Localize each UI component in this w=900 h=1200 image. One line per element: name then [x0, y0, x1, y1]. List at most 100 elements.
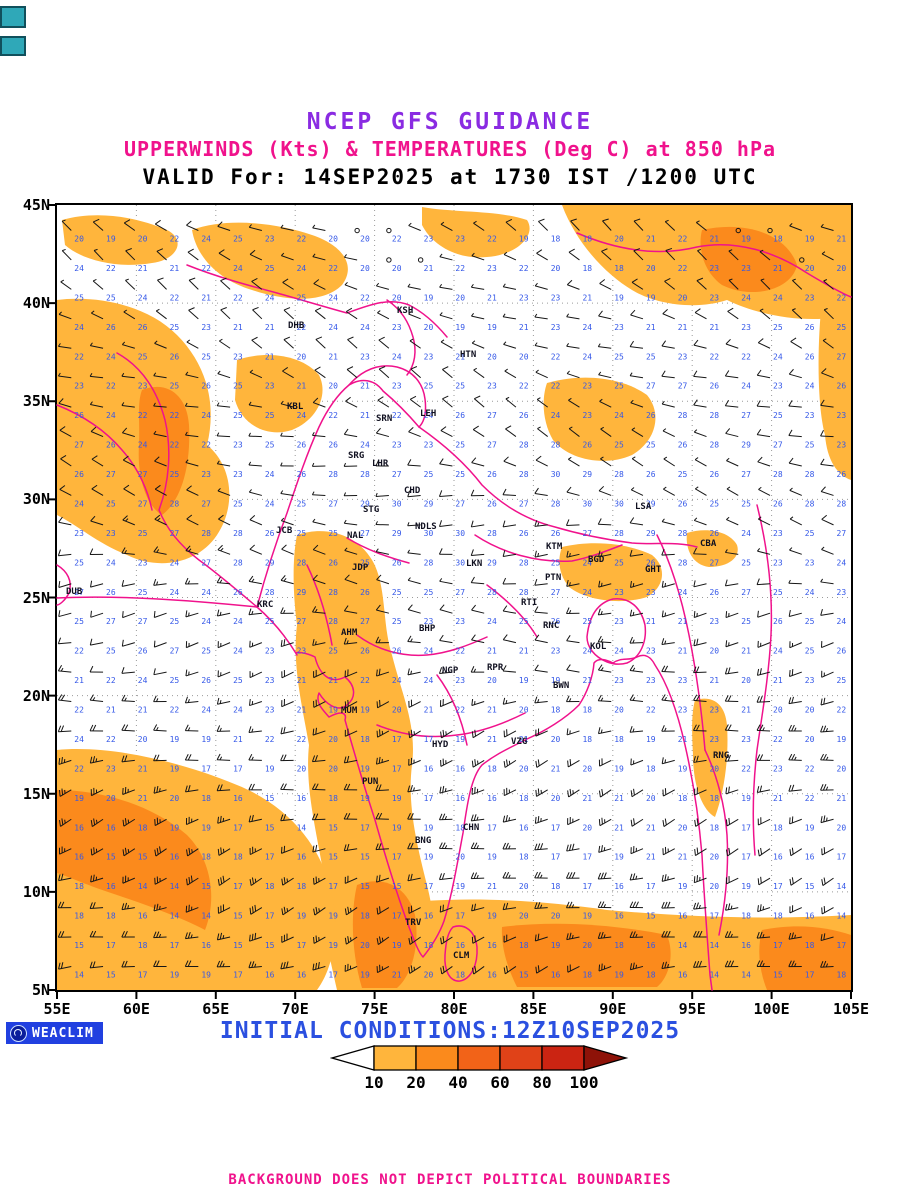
wind-barb: 25: [121, 579, 148, 597]
svg-text:25: 25: [455, 470, 465, 479]
svg-text:14: 14: [297, 823, 307, 832]
svg-text:26: 26: [709, 529, 719, 538]
svg-text:17: 17: [106, 941, 116, 950]
wind-barb: 24: [407, 668, 433, 685]
svg-text:22: 22: [678, 235, 688, 244]
wind-barb: 18: [185, 785, 211, 803]
wind-barb: 28: [502, 577, 529, 597]
initial-conditions: INITIAL CONDITIONS:12Z10SEP2025: [219, 1018, 681, 1044]
wind-barb: 17: [153, 931, 179, 950]
wind-barb: 16: [90, 818, 116, 832]
wind-barb: 20: [633, 248, 656, 273]
svg-text:21: 21: [74, 676, 84, 685]
wind-barb: 24: [184, 696, 211, 715]
wind-barb: 23: [788, 400, 815, 420]
svg-text:29: 29: [392, 529, 402, 538]
svg-text:17: 17: [138, 970, 148, 979]
svg-text:26: 26: [201, 676, 211, 685]
svg-text:21: 21: [519, 647, 529, 656]
wind-barb: 27: [153, 640, 179, 656]
svg-text:20: 20: [170, 794, 180, 803]
svg-text:21: 21: [297, 706, 307, 715]
wind-barb: 21: [759, 249, 783, 273]
wind-barb: 20: [61, 219, 84, 244]
wind-barb: 21: [693, 666, 719, 685]
svg-text:17: 17: [773, 882, 783, 891]
wind-barb: 27: [439, 578, 465, 597]
wind-barb: 18: [217, 847, 243, 862]
svg-text:25: 25: [138, 352, 148, 361]
svg-text:28: 28: [614, 470, 624, 479]
svg-text:16: 16: [487, 970, 497, 979]
svg-text:20: 20: [614, 706, 624, 715]
svg-text:18: 18: [519, 853, 529, 862]
svg-text:26: 26: [646, 411, 656, 420]
wind-barb: 18: [281, 877, 306, 891]
svg-text:21: 21: [265, 323, 275, 332]
svg-text:24: 24: [138, 676, 148, 685]
wind-barb: 20: [535, 728, 561, 744]
wind-speed-shading-20: [57, 226, 851, 990]
wind-barb: 22: [503, 251, 529, 273]
wind-barb: 20: [470, 666, 497, 685]
svg-text:24: 24: [773, 352, 783, 361]
wind-barb: 21: [662, 309, 688, 332]
wind-barb: 19: [725, 876, 751, 891]
svg-text:27: 27: [297, 617, 307, 626]
svg-text:23: 23: [392, 323, 402, 332]
wind-barb: 20: [153, 785, 180, 803]
wind-barb: 17: [312, 962, 338, 979]
svg-text:16: 16: [297, 853, 307, 862]
svg-text:21: 21: [582, 293, 592, 302]
wind-barb: 24: [216, 697, 243, 715]
svg-text:25: 25: [233, 382, 243, 391]
svg-text:28: 28: [328, 588, 338, 597]
wind-barb: 22: [820, 697, 846, 715]
wind-barb: 26: [790, 337, 815, 361]
svg-text:22: 22: [837, 293, 847, 302]
svg-text:25: 25: [773, 411, 783, 420]
svg-text:18: 18: [582, 264, 592, 273]
svg-text:25: 25: [455, 441, 465, 450]
lon-tick-label: 95E: [678, 1000, 706, 1018]
svg-text:30: 30: [455, 529, 465, 538]
svg-text:21: 21: [328, 676, 338, 685]
wind-barb: 24: [788, 368, 815, 391]
svg-text:24: 24: [392, 676, 402, 685]
wind-barb: 21: [598, 788, 624, 803]
svg-text:26: 26: [360, 647, 370, 656]
svg-text:21: 21: [614, 823, 624, 832]
svg-text:19: 19: [360, 970, 370, 979]
station-label: LKN: [466, 559, 482, 569]
svg-text:22: 22: [297, 735, 307, 744]
wind-barb: 23: [598, 580, 624, 597]
svg-text:27: 27: [138, 470, 148, 479]
svg-text:20: 20: [519, 706, 529, 715]
svg-text:28: 28: [678, 411, 688, 420]
svg-text:30: 30: [455, 558, 465, 567]
svg-text:25: 25: [138, 529, 148, 538]
svg-text:20: 20: [646, 794, 656, 803]
wind-barb: 25: [823, 308, 846, 332]
wind-barb: 23: [409, 338, 433, 361]
wind-barb: 17: [408, 729, 433, 744]
svg-text:18: 18: [551, 235, 561, 244]
svg-text:18: 18: [551, 882, 561, 891]
svg-text:29: 29: [646, 499, 656, 508]
wind-barb: 21: [57, 665, 84, 685]
wind-barb: 19: [153, 754, 179, 773]
svg-text:18: 18: [328, 794, 338, 803]
svg-text:19: 19: [170, 970, 180, 979]
wind-barb: 27: [534, 578, 561, 597]
wind-barb: 15: [90, 847, 116, 862]
wind-barb: 16: [439, 785, 465, 803]
svg-text:25: 25: [138, 588, 148, 597]
svg-text:15: 15: [106, 970, 116, 979]
svg-text:22: 22: [297, 235, 307, 244]
wind-barb: 21: [125, 248, 148, 273]
svg-text:24: 24: [138, 293, 148, 302]
wind-barb: 23: [820, 430, 846, 450]
wind-barb: 29: [725, 428, 751, 450]
wind-barb: 21: [156, 248, 179, 273]
legend-value: 20: [406, 1073, 425, 1092]
